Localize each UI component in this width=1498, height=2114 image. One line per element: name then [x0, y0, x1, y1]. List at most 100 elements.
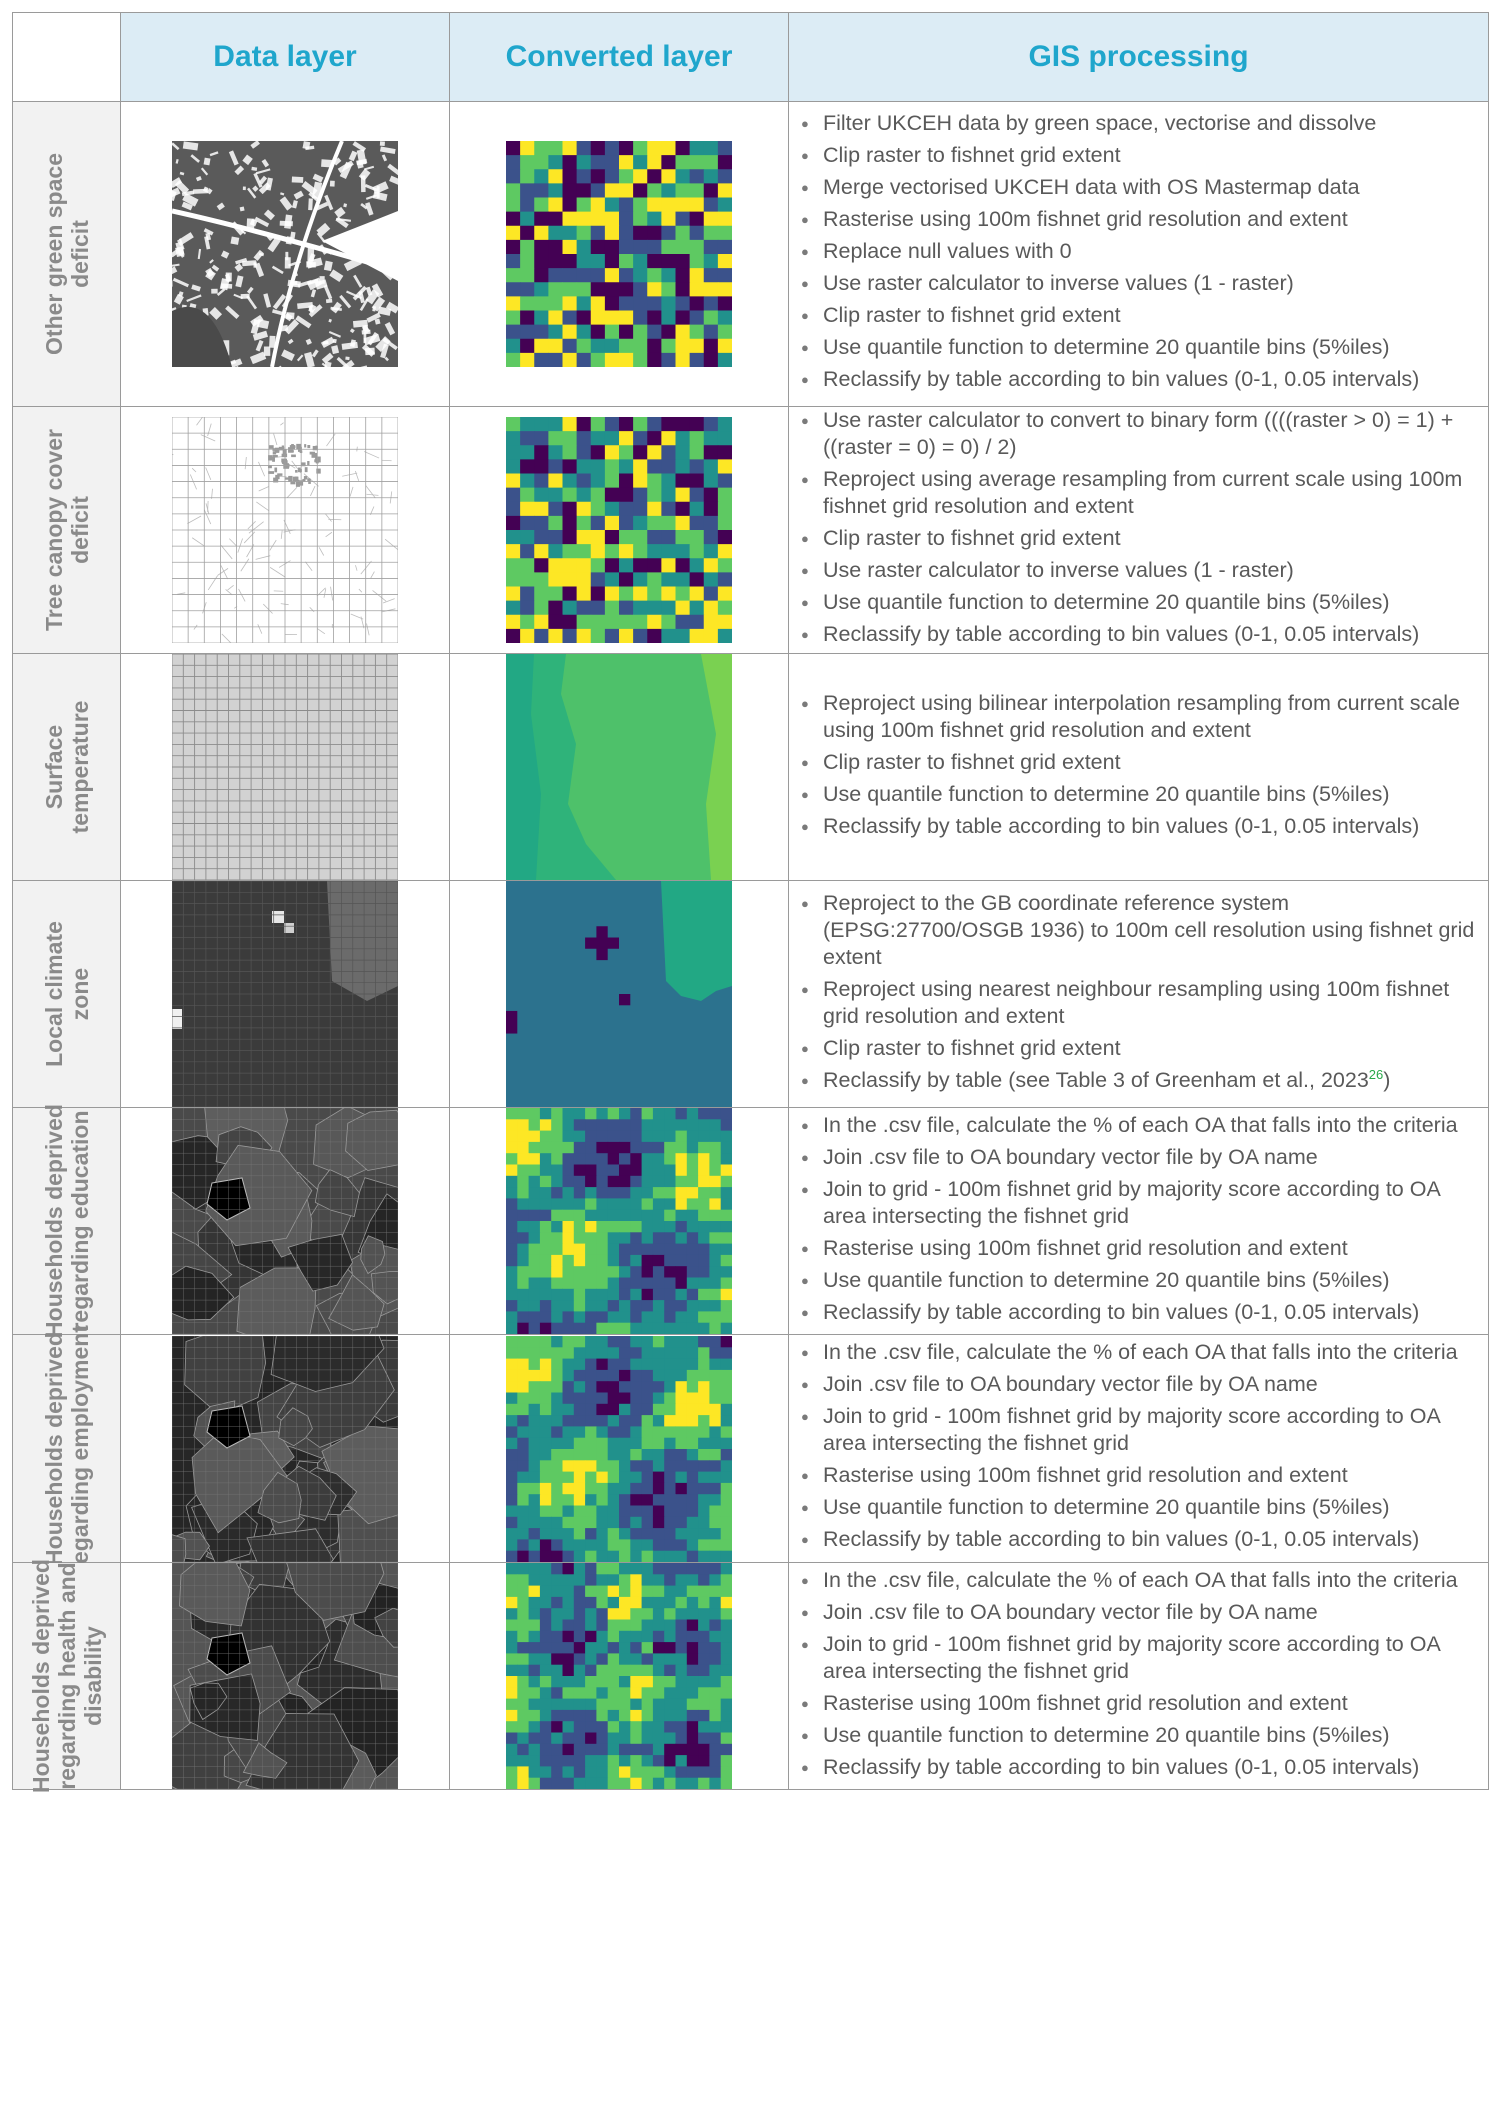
row-label-cell: Tree canopy cover deficit: [12, 406, 121, 654]
processing-step-text: Clip raster to fishnet grid extent: [823, 526, 1121, 550]
data-layer-cell: [120, 101, 450, 407]
processing-step-text: Join .csv file to OA boundary vector fil…: [823, 1599, 1318, 1624]
table-row: Households deprived regarding health and d…: [12, 1559, 1489, 1793]
gis-processing-cell: In the .csv file, calculate the % of eac…: [788, 1334, 1489, 1563]
processing-step: Join to grid - 100m fishnet grid by majo…: [801, 1631, 1480, 1685]
data-layer-image: [172, 1335, 398, 1562]
converted-layer-cell: [449, 653, 789, 881]
header-converted-layer: Converted layer: [449, 12, 789, 102]
processing-step-text: Join .csv file to OA boundary vector fil…: [823, 1372, 1318, 1396]
row-label-cell: Local climate zone: [12, 880, 121, 1108]
data-layer-cell: [120, 1334, 450, 1563]
converted-layer-cell: [449, 1107, 789, 1335]
data-layer-image: [172, 654, 398, 880]
processing-step-text: Join to grid - 100m fishnet grid by majo…: [823, 1631, 1440, 1683]
processing-step-text: Reproject using average resampling from …: [823, 467, 1463, 518]
processing-step: Merge vectorised UKCEH data with OS Mast…: [801, 174, 1480, 201]
processing-step-text: Reproject to the GB coordinate reference…: [823, 890, 1475, 969]
processing-step-text: Use quantile function to determine 20 qu…: [823, 1722, 1390, 1747]
corner-cell: [12, 12, 121, 102]
row-label-cell: Other green space deficit: [12, 101, 121, 407]
processing-step: Reclassify by table according to bin val…: [801, 621, 1480, 648]
processing-step-text: In the .csv file, calculate the % of eac…: [823, 1567, 1458, 1592]
processing-step-text: Use quantile function to determine 20 qu…: [823, 1267, 1390, 1292]
processing-step-text: Reclassify by table (see Table 3 of Gree…: [823, 1067, 1369, 1092]
row-label: Tree canopy cover deficit: [41, 429, 93, 631]
citation-close: ): [1383, 1067, 1391, 1092]
data-layer-image: [172, 881, 398, 1107]
processing-step-text: Reclassify by table according to bin val…: [823, 1299, 1420, 1324]
processing-step-text: Join .csv file to OA boundary vector fil…: [823, 1144, 1318, 1169]
processing-steps-list: In the .csv file, calculate the % of eac…: [789, 1339, 1488, 1553]
processing-step-text: Use raster calculator to inverse values …: [823, 271, 1294, 295]
row-label-line: Households deprived: [27, 1559, 54, 1793]
row-label-cell: Households deprived regarding employment: [12, 1325, 121, 1572]
data-layer-cell: [120, 1562, 450, 1790]
processing-step: Reclassify by table according to bin val…: [801, 1754, 1480, 1781]
processing-step: Join .csv file to OA boundary vector fil…: [801, 1371, 1480, 1398]
processing-step: Use quantile function to determine 20 qu…: [801, 1722, 1480, 1749]
processing-step: Reclassify by table according to bin val…: [801, 1526, 1480, 1553]
processing-step: Join to grid - 100m fishnet grid by majo…: [801, 1176, 1480, 1230]
processing-step-text: Clip raster to fishnet grid extent: [823, 749, 1121, 774]
row-label-line: Tree canopy cover: [40, 429, 67, 631]
row-label: Other green space deficit: [41, 153, 93, 355]
row-label-line: deficit: [66, 220, 93, 288]
row-label-line: Households deprived: [40, 1104, 67, 1338]
processing-step: Use raster calculator to convert to bina…: [801, 407, 1480, 461]
row-label-line: regarding health and: [53, 1562, 80, 1790]
converted-raster-image: [506, 1563, 732, 1789]
processing-step-text: Use raster calculator to inverse values …: [823, 558, 1294, 582]
processing-step-text: Join to grid - 100m fishnet grid by majo…: [823, 1176, 1440, 1228]
data-layer-cell: [120, 653, 450, 881]
row-label-line: Households deprived: [40, 1331, 67, 1566]
converted-raster-image: [506, 141, 732, 367]
row-label-line: disability: [79, 1626, 106, 1726]
processing-step: Use quantile function to determine 20 qu…: [801, 589, 1480, 616]
data-layer-image: [172, 1563, 398, 1789]
processing-step: Reproject using nearest neighbour resamp…: [801, 976, 1480, 1030]
processing-step: Use quantile function to determine 20 qu…: [801, 334, 1480, 361]
row-label-line: zone: [66, 967, 93, 1021]
processing-step-text: Rasterise using 100m fishnet grid resolu…: [823, 1463, 1348, 1487]
converted-raster-image: [506, 654, 732, 880]
processing-step: Clip raster to fishnet grid extent: [801, 1035, 1480, 1062]
processing-steps-list: Use raster calculator to convert to bina…: [789, 407, 1488, 648]
gis-processing-cell: In the .csv file, calculate the % of eac…: [788, 1562, 1489, 1790]
gis-processing-cell: Reproject to the GB coordinate reference…: [788, 880, 1489, 1108]
converted-raster-image: [506, 1108, 732, 1334]
processing-step: Reclassify by table (see Table 3 of Gree…: [801, 1067, 1480, 1094]
processing-step-text: Clip raster to fishnet grid extent: [823, 143, 1121, 167]
processing-step-text: Use quantile function to determine 20 qu…: [823, 335, 1390, 359]
processing-step: Reproject using average resampling from …: [801, 466, 1480, 520]
row-label-line: temperature: [66, 700, 93, 834]
processing-step-text: Reclassify by table according to bin val…: [823, 1754, 1420, 1779]
processing-step-text: Rasterise using 100m fishnet grid resolu…: [823, 207, 1348, 231]
processing-steps-list: Reproject using bilinear interpolation r…: [789, 690, 1488, 840]
processing-step-text: Clip raster to fishnet grid extent: [823, 1035, 1121, 1060]
row-label-cell: Households deprived regarding health and d…: [12, 1559, 121, 1793]
processing-step: Replace null values with 0: [801, 238, 1480, 265]
converted-layer-cell: [449, 880, 789, 1108]
processing-step: Reproject using bilinear interpolation r…: [801, 690, 1480, 744]
processing-step-text: Clip raster to fishnet grid extent: [823, 303, 1121, 327]
gis-processing-cell: Use raster calculator to convert to bina…: [788, 406, 1489, 654]
processing-step: Filter UKCEH data by green space, vector…: [801, 110, 1480, 137]
row-label-line: regarding education: [66, 1110, 93, 1332]
processing-step-text: Reclassify by table according to bin val…: [823, 367, 1420, 391]
processing-steps-list: Reproject to the GB coordinate reference…: [789, 890, 1488, 1094]
processing-steps-list: In the .csv file, calculate the % of eac…: [789, 1112, 1488, 1326]
gis-processing-cell: Reproject using bilinear interpolation r…: [788, 653, 1489, 881]
processing-step: Use quantile function to determine 20 qu…: [801, 781, 1480, 808]
processing-step: Clip raster to fishnet grid extent: [801, 302, 1480, 329]
converted-layer-cell: [449, 1334, 789, 1563]
row-label-line: Other green space: [40, 153, 67, 355]
converted-raster-image: [506, 417, 732, 643]
